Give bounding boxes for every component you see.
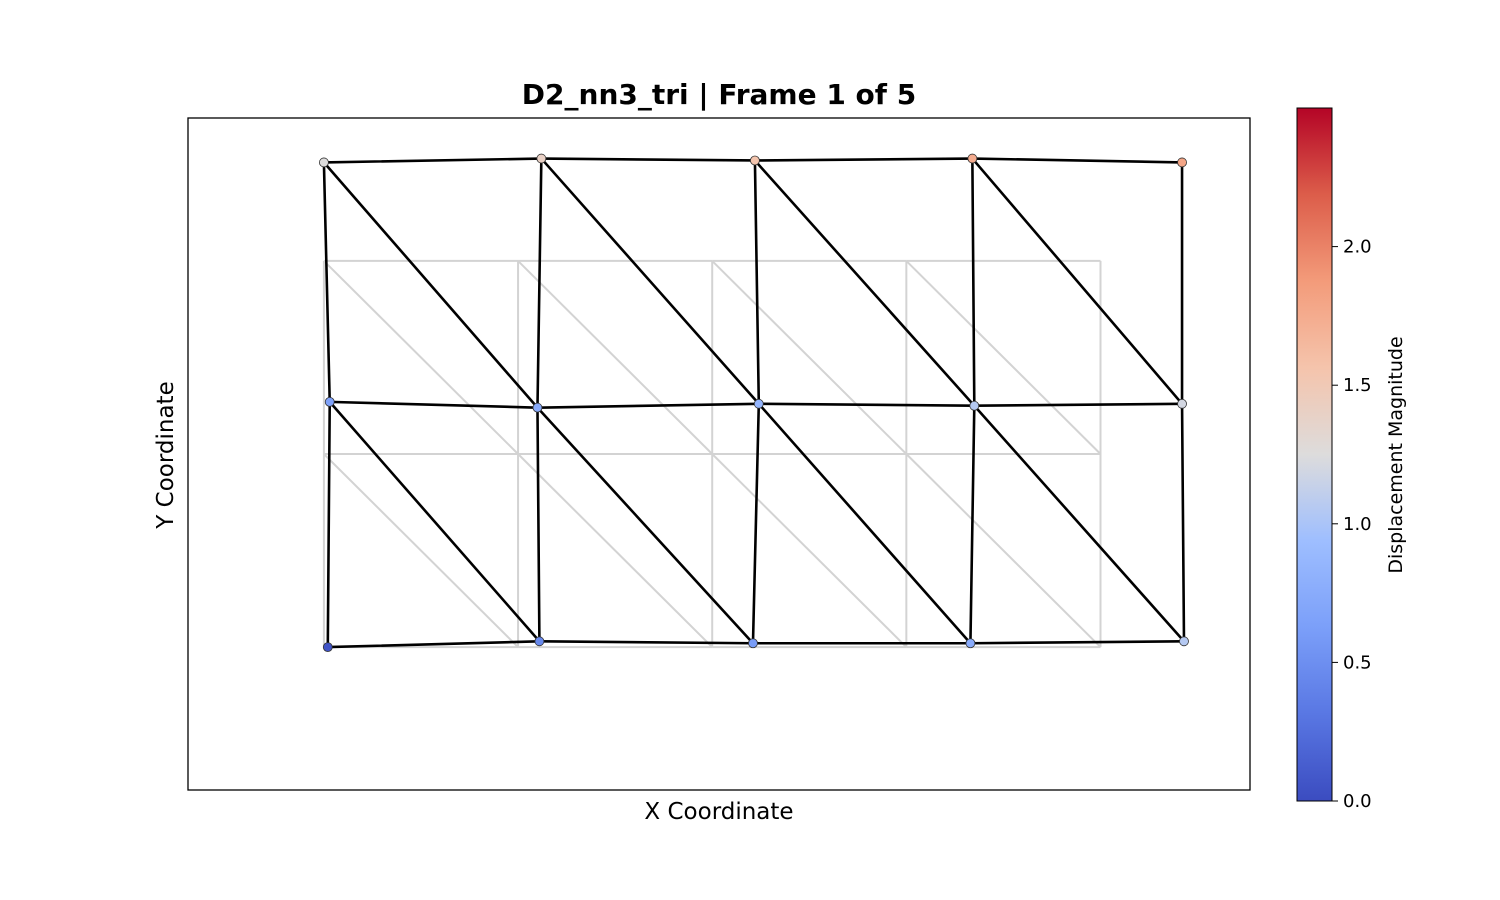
deformed-edge [322,157,543,164]
x-axis-label: X Coordinate [644,799,793,825]
deformed-edge [536,157,543,409]
deformed-edge [538,640,755,645]
mesh-node [748,638,758,649]
plot-area [319,153,1189,653]
reference-mesh [322,259,1102,649]
reference-edge [517,453,713,648]
deformed-edge [1180,402,1186,643]
deformed-edge [753,157,974,162]
deformed-edge [971,157,1184,164]
colorbar-tick-label: 0.5 [1343,652,1372,673]
deformed-edge [322,161,539,409]
deformed-edge [322,161,332,404]
colorbar-tick-label: 1.5 [1343,375,1372,396]
deformed-edge [973,404,1186,643]
mesh-node [753,398,764,409]
reference-edge [323,260,519,455]
deformed-edge [536,406,541,643]
y-axis-label: Y Coordinate [153,381,179,529]
mesh-node [750,155,760,166]
mesh-node [1177,157,1187,168]
deformed-edge [757,402,972,645]
mesh-node [319,157,329,168]
colorbar: 0.0 0.5 1.0 1.5 2.0 Displacement Magnitude [1296,107,1407,812]
chart-title: D2_nn3_tri | Frame 1 of 5 [522,78,916,111]
plot-frame [187,117,1251,791]
colorbar-tick-label: 2.0 [1343,237,1372,258]
reference-edge [323,453,519,648]
mesh-node [534,636,545,647]
deformed-edge [326,640,541,649]
deformed-edge [540,157,757,162]
deformed-edge [971,157,976,408]
deformed-edge [969,640,1186,645]
deformed-edge [536,402,761,409]
deformed-edge [328,400,539,409]
mesh-node [324,396,335,407]
mesh-node [322,642,333,653]
mesh-nodes [319,153,1189,653]
colorbar-tick-label: 1.0 [1343,514,1372,535]
mesh-node [969,400,980,411]
mesh-node [967,153,978,164]
deformed-mesh [322,157,1186,649]
mesh-node [532,402,543,413]
mesh-node [1177,398,1187,409]
reference-edge [905,260,1102,455]
deformed-edge [326,400,332,649]
deformed-edge [751,402,761,645]
deformed-edge [969,404,976,645]
deformed-edge [540,157,761,406]
reference-edge [711,453,908,648]
deformed-edge [757,402,976,408]
colorbar-gradient [1296,107,1333,802]
reference-edge [905,453,1102,648]
colorbar-ticks: 0.0 0.5 1.0 1.5 2.0 [1332,237,1372,812]
colorbar-label: Displacement Magnitude [1385,336,1407,573]
deformed-edge [753,159,761,406]
deformed-edge [328,400,541,643]
reference-edge [711,260,908,455]
reference-edge [517,260,713,455]
colorbar-tick-label: 0.0 [1343,791,1372,812]
deformed-edge [971,157,1184,406]
mesh-node [965,638,976,649]
deformed-edge [753,159,976,408]
mesh-node [536,153,547,164]
deformed-edge [536,406,755,645]
mesh-node [1179,636,1189,647]
deformed-edge [973,402,1184,408]
